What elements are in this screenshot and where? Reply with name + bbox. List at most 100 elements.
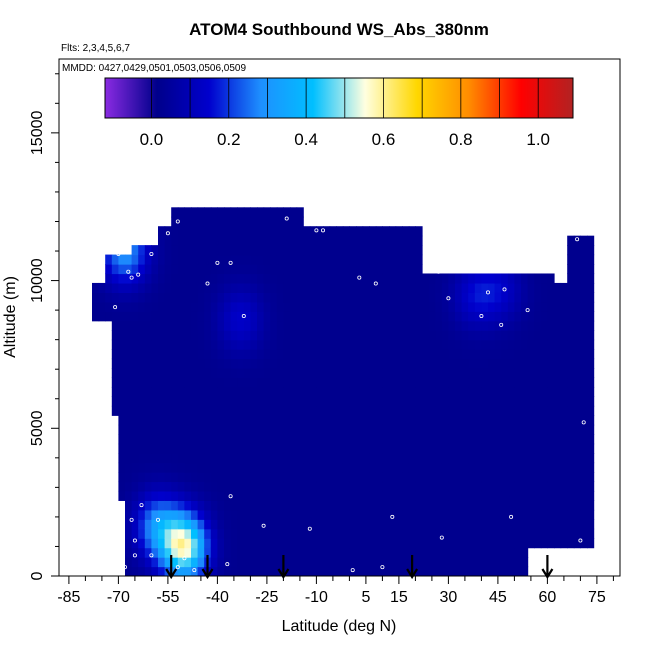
heat-cell — [507, 311, 515, 322]
heat-cell — [204, 207, 212, 218]
heat-cell — [296, 339, 304, 350]
heat-cell — [283, 500, 291, 511]
heat-cell — [435, 339, 443, 350]
heat-cell — [408, 405, 416, 416]
heat-cell — [177, 405, 185, 416]
heat-cell — [98, 301, 106, 312]
heat-cell — [230, 405, 238, 416]
heat-cell — [514, 330, 522, 341]
heat-cell — [210, 368, 218, 379]
heat-cell — [540, 349, 548, 360]
heat-cell — [138, 462, 146, 473]
heat-cell — [336, 557, 344, 568]
heat-cell — [224, 301, 232, 312]
heat-cell — [316, 443, 324, 454]
heat-cell — [118, 415, 126, 426]
heat-cell — [356, 519, 364, 530]
heat-cell — [587, 358, 595, 369]
heat-cell — [468, 509, 476, 520]
heat-cell — [303, 264, 311, 275]
heat-cell — [263, 415, 271, 426]
heat-cell — [573, 405, 581, 416]
heat-cell — [118, 472, 126, 483]
heat-cell — [329, 462, 337, 473]
heat-cell — [567, 330, 575, 341]
heat-cell — [402, 519, 410, 530]
heat-cell — [369, 235, 377, 246]
heat-cell — [151, 453, 159, 464]
heat-cell — [191, 481, 199, 492]
heat-cell — [177, 453, 185, 464]
heat-cell — [461, 339, 469, 350]
heat-cell — [580, 453, 588, 464]
heat-cell — [191, 538, 199, 549]
heat-cell — [230, 226, 238, 237]
heat-cell — [435, 566, 443, 576]
heat-cell — [474, 273, 482, 284]
heat-cell — [138, 292, 146, 303]
heat-cell — [138, 519, 146, 530]
heat-cell — [402, 462, 410, 473]
heat-cell — [415, 358, 423, 369]
heat-cell — [144, 490, 152, 501]
heat-cell — [177, 490, 185, 501]
heat-cell — [342, 339, 350, 350]
sample-point — [192, 568, 197, 573]
heat-cell — [184, 216, 192, 227]
heat-cell — [283, 273, 291, 284]
heat-cell — [527, 405, 535, 416]
heat-cell — [402, 472, 410, 483]
heat-cell — [560, 538, 568, 549]
heat-cell — [441, 528, 449, 539]
heat-cell — [369, 434, 377, 445]
heat-cell — [243, 264, 251, 275]
heat-cell — [118, 339, 126, 350]
heat-cell — [521, 462, 529, 473]
heat-cell — [210, 264, 218, 275]
heat-cell — [316, 320, 324, 331]
heat-cell — [138, 500, 146, 511]
heat-cell — [455, 320, 463, 331]
heat-cell — [567, 472, 575, 483]
heat-cell — [171, 547, 179, 558]
heat-cell — [342, 292, 350, 303]
heat-cell — [507, 282, 515, 293]
heat-cell — [290, 481, 298, 492]
heat-cell — [164, 490, 172, 501]
heat-cell — [435, 509, 443, 520]
heat-cell — [309, 500, 317, 511]
heat-cell — [389, 490, 397, 501]
heat-cell — [408, 368, 416, 379]
heat-cell — [283, 386, 291, 397]
heat-cell — [257, 462, 265, 473]
heat-cell — [356, 528, 364, 539]
heat-cell — [171, 282, 179, 293]
heat-cell — [395, 282, 403, 293]
heat-cell — [336, 405, 344, 416]
heat-cell — [131, 453, 139, 464]
heat-cell — [527, 396, 535, 407]
heat-cell — [164, 434, 172, 445]
heat-cell — [263, 368, 271, 379]
heat-cell — [488, 330, 496, 341]
heat-cell — [468, 453, 476, 464]
heat-cell — [138, 490, 146, 501]
heat-cell — [441, 547, 449, 558]
heat-cell — [171, 453, 179, 464]
heat-cell — [336, 349, 344, 360]
heat-cell — [243, 377, 251, 388]
heat-cell — [422, 462, 430, 473]
heat-cell — [158, 339, 166, 350]
heat-cell — [323, 349, 331, 360]
heat-cell — [263, 377, 271, 388]
heat-cell — [468, 519, 476, 530]
heat-cell — [243, 434, 251, 445]
heat-cell — [210, 509, 218, 520]
heat-cell — [329, 538, 337, 549]
heat-cell — [455, 566, 463, 576]
heat-cell — [481, 557, 489, 568]
heat-cell — [580, 490, 588, 501]
heat-cell — [342, 500, 350, 511]
heat-cell — [243, 566, 251, 576]
heat-cell — [329, 500, 337, 511]
